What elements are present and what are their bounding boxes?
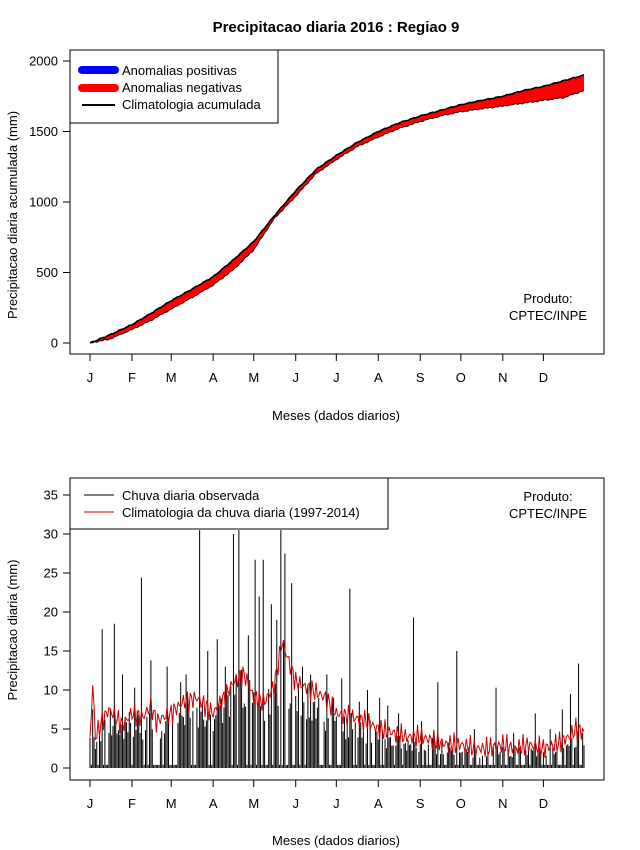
legend-label: Anomalias positivas: [122, 63, 237, 78]
x-tick-label: J: [87, 370, 94, 385]
daily-rain-spikes: [89, 530, 585, 768]
legend-label: Anomalias negativas: [122, 80, 242, 95]
y-axis-label: Precipitacao diaria (mm): [5, 560, 20, 701]
x-tick-label: D: [539, 796, 548, 811]
y-axis: 0 500 1000 1500 2000: [29, 54, 70, 351]
accumulated-lines-layer: [89, 73, 585, 344]
x-tick-label: M: [166, 370, 177, 385]
y-tick-label: 0: [51, 761, 58, 776]
product-label: Produto:: [523, 291, 572, 306]
y-tick-label: 1000: [29, 195, 58, 210]
x-tick-label: J: [333, 796, 340, 811]
x-tick-label: A: [374, 370, 383, 385]
y-tick-label: 10: [44, 683, 58, 698]
x-tick-label: M: [248, 796, 259, 811]
product-label: Produto:: [523, 489, 572, 504]
legend-label: Climatologia acumulada: [122, 97, 262, 112]
legend-label: Climatologia da chuva diaria (1997-2014): [122, 505, 360, 520]
y-tick-label: 2000: [29, 54, 58, 69]
x-axis-label: Meses (dados diarios): [272, 408, 400, 423]
x-tick-label: A: [209, 796, 218, 811]
y-tick-label: 25: [44, 566, 58, 581]
observed-accumulated-line: [89, 89, 585, 344]
x-tick-label: A: [209, 370, 218, 385]
legend: Anomalias positivas Anomalias negativas …: [69, 49, 279, 124]
product-source: CPTEC/INPE: [509, 308, 587, 323]
x-tick-label: F: [128, 796, 136, 811]
y-tick-label: 15: [44, 644, 58, 659]
y-tick-label: 30: [44, 527, 58, 542]
climatology-line: [89, 73, 585, 344]
legend-box: [69, 477, 389, 530]
accumulated-chart: 0 500 1000 1500 2000 J F M A M J J A S O N D Precipitac…: [5, 49, 605, 423]
y-axis: 0 5 10 15 20 25 30 35: [44, 488, 70, 776]
x-tick-label: M: [248, 370, 259, 385]
x-tick-label: O: [456, 370, 466, 385]
climatology-daily-line: [89, 639, 585, 758]
x-tick-label: F: [128, 370, 136, 385]
x-tick-label: S: [416, 370, 425, 385]
x-tick-label: M: [166, 796, 177, 811]
x-tick-label: O: [456, 796, 466, 811]
y-tick-label: 500: [36, 265, 58, 280]
y-tick-label: 20: [44, 605, 58, 620]
x-tick-label: A: [374, 796, 383, 811]
daily-chart: 0 5 10 15 20 25 30 35 J F M A M J J A S O N D Precipitacao…: [5, 477, 605, 848]
x-tick-label: N: [498, 370, 507, 385]
x-tick-label: S: [416, 796, 425, 811]
figure-title: Precipitacao diaria 2016 : Regiao 9: [213, 19, 460, 36]
y-tick-label: 35: [44, 488, 58, 503]
product-source: CPTEC/INPE: [509, 506, 587, 521]
y-tick-label: 5: [51, 722, 58, 737]
x-tick-label: J: [333, 370, 340, 385]
x-tick-label: N: [498, 796, 507, 811]
x-axis-label: Meses (dados diarios): [272, 833, 400, 848]
x-tick-label: J: [87, 796, 94, 811]
x-tick-label: J: [292, 796, 299, 811]
x-tick-label: J: [292, 370, 299, 385]
y-tick-label: 1500: [29, 124, 58, 139]
y-tick-label: 0: [51, 336, 58, 351]
legend-label: Chuva diaria observada: [122, 488, 260, 503]
daily-climatology-layer: [89, 639, 585, 758]
x-tick-label: D: [539, 370, 548, 385]
y-axis-label: Precipitacao diaria acumulada (mm): [5, 111, 20, 319]
legend: Chuva diaria observada Climatologia da c…: [69, 477, 389, 530]
